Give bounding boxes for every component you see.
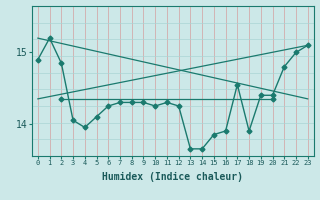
X-axis label: Humidex (Indice chaleur): Humidex (Indice chaleur): [102, 172, 243, 182]
